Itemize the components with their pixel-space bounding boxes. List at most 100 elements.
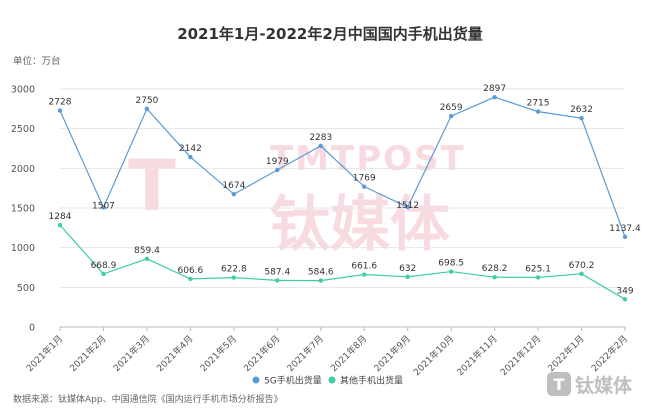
data-point[interactable] bbox=[101, 271, 106, 277]
brand-logo-icon bbox=[547, 372, 571, 396]
data-label: 1979 bbox=[266, 157, 289, 167]
data-point[interactable] bbox=[144, 256, 150, 262]
data-point[interactable] bbox=[57, 108, 63, 113]
data-label: 2728 bbox=[49, 98, 72, 108]
data-point[interactable] bbox=[622, 297, 628, 302]
x-tick-label: 2021年5月 bbox=[198, 333, 239, 374]
data-point[interactable] bbox=[275, 167, 280, 173]
x-tick-label: 2021年10月 bbox=[411, 333, 457, 379]
data-label: 1284 bbox=[49, 212, 72, 222]
y-tick-label: 500 bbox=[17, 283, 35, 294]
data-point[interactable] bbox=[492, 94, 497, 100]
data-label: 661.6 bbox=[351, 262, 377, 272]
data-label: 2750 bbox=[135, 96, 158, 106]
series-line bbox=[59, 96, 626, 237]
y-tick-label: 1000 bbox=[11, 243, 35, 254]
data-point[interactable] bbox=[318, 278, 323, 283]
data-point[interactable] bbox=[535, 275, 541, 280]
data-point[interactable] bbox=[622, 234, 628, 239]
series-5g: 2728 1507 2750 2142 1674 1979 2283 1769 1512 2659… bbox=[49, 84, 641, 239]
data-point[interactable] bbox=[579, 271, 584, 277]
data-label: 622.8 bbox=[221, 265, 247, 275]
brand-logo-text: 钛媒体 bbox=[575, 374, 633, 397]
x-tick-label: 2021年9月 bbox=[371, 333, 412, 374]
y-tick-label: 3000 bbox=[11, 85, 35, 96]
legend-label-other[interactable]: 其他手机出货量 bbox=[340, 375, 403, 387]
x-tick-label: 2021年3月 bbox=[111, 333, 152, 374]
data-label: 1512 bbox=[396, 201, 419, 211]
series-group: 2728 1507 2750 2142 1674 1979 2283 1769 1512 2659… bbox=[49, 84, 641, 302]
brand-logo-glyph: T bbox=[554, 375, 565, 394]
data-label: 698.5 bbox=[438, 259, 464, 269]
y-tick-label: 1500 bbox=[11, 204, 35, 215]
legend-marker-5g bbox=[252, 376, 260, 384]
data-label: 2715 bbox=[527, 99, 550, 109]
x-tick-label: 2021年2月 bbox=[67, 333, 108, 374]
watermark-logo: T bbox=[128, 145, 176, 227]
data-label: 349 bbox=[616, 286, 633, 296]
data-label: 584.6 bbox=[308, 268, 334, 278]
legend-marker-other bbox=[328, 376, 336, 384]
data-label: 1137.4 bbox=[609, 224, 641, 234]
x-tick-label: 2022年2月 bbox=[589, 333, 630, 374]
x-tick-label: 2021年4月 bbox=[154, 333, 195, 374]
data-point[interactable] bbox=[231, 191, 237, 197]
data-point[interactable] bbox=[448, 269, 454, 274]
data-label: 1769 bbox=[353, 174, 376, 184]
y-tick-label: 0 bbox=[29, 323, 35, 334]
data-point[interactable] bbox=[231, 275, 237, 280]
watermark: T TMTPOST 钛媒体 bbox=[128, 139, 466, 260]
x-axis: 2021年1月 2021年2月 2021年3月 2021年4月 2021年5月 2021年… bbox=[24, 327, 630, 378]
data-point[interactable] bbox=[448, 113, 454, 119]
data-point[interactable] bbox=[101, 205, 106, 210]
chart-title: 2021年1月-2022年2月中国国内手机出货量 bbox=[177, 25, 483, 43]
brand-logo: T 钛媒体 bbox=[547, 372, 633, 397]
data-point[interactable] bbox=[188, 276, 193, 282]
data-label: 2142 bbox=[179, 144, 202, 154]
watermark-en-text: TMTPOST bbox=[270, 139, 466, 179]
data-label: 628.2 bbox=[482, 264, 508, 274]
data-point[interactable] bbox=[405, 274, 410, 280]
data-point[interactable] bbox=[492, 274, 497, 280]
x-tick-label: 2021年6月 bbox=[241, 333, 282, 374]
data-label: 606.6 bbox=[178, 266, 204, 276]
data-label: 2283 bbox=[309, 133, 332, 143]
source-note: 数据来源：钛媒体App、中国通信院《国内运行手机市场分析报告》 bbox=[13, 393, 283, 405]
legend-label-5g[interactable]: 5G手机出货量 bbox=[264, 375, 322, 387]
x-tick-label: 2021年11月 bbox=[454, 333, 500, 379]
data-label: 625.1 bbox=[525, 264, 551, 274]
data-label: 668.9 bbox=[91, 261, 117, 271]
x-tick-label: 2021年7月 bbox=[284, 333, 325, 374]
unit-label: 单位：万台 bbox=[13, 55, 61, 67]
data-point[interactable] bbox=[362, 272, 367, 277]
series-other: 1284 668.9 859.4 606.6 622.8 587.4 584.6 661.6 6… bbox=[49, 212, 634, 302]
x-tick-label: 2021年1月 bbox=[24, 333, 65, 374]
x-tick-label: 2021年12月 bbox=[498, 333, 544, 379]
data-label: 859.4 bbox=[134, 246, 160, 256]
legend: 5G手机出货量 其他手机出货量 bbox=[252, 375, 403, 387]
data-label: 2897 bbox=[483, 84, 506, 94]
data-point[interactable] bbox=[405, 204, 410, 210]
x-tick-label: 2021年8月 bbox=[328, 333, 369, 374]
data-label: 670.2 bbox=[569, 261, 595, 271]
series-line bbox=[59, 224, 626, 300]
data-label: 1674 bbox=[222, 181, 245, 191]
data-point[interactable] bbox=[57, 222, 63, 228]
data-label: 2659 bbox=[440, 103, 463, 113]
data-point[interactable] bbox=[275, 278, 280, 283]
data-point[interactable] bbox=[535, 109, 541, 114]
grid bbox=[60, 88, 625, 328]
data-point[interactable] bbox=[318, 143, 323, 149]
data-point[interactable] bbox=[579, 115, 584, 121]
data-label: 1507 bbox=[92, 201, 115, 211]
watermark-cn-text: 钛媒体 bbox=[270, 190, 450, 260]
data-point[interactable] bbox=[362, 184, 367, 189]
data-point[interactable] bbox=[144, 106, 150, 112]
y-tick-label: 2000 bbox=[11, 164, 35, 175]
data-point[interactable] bbox=[188, 154, 193, 160]
data-label: 587.4 bbox=[264, 267, 290, 277]
x-tick-label: 2022年1月 bbox=[545, 333, 586, 374]
data-label: 632 bbox=[399, 264, 416, 274]
y-axis: 0 500 1000 1500 2000 2500 3000 bbox=[11, 85, 35, 334]
